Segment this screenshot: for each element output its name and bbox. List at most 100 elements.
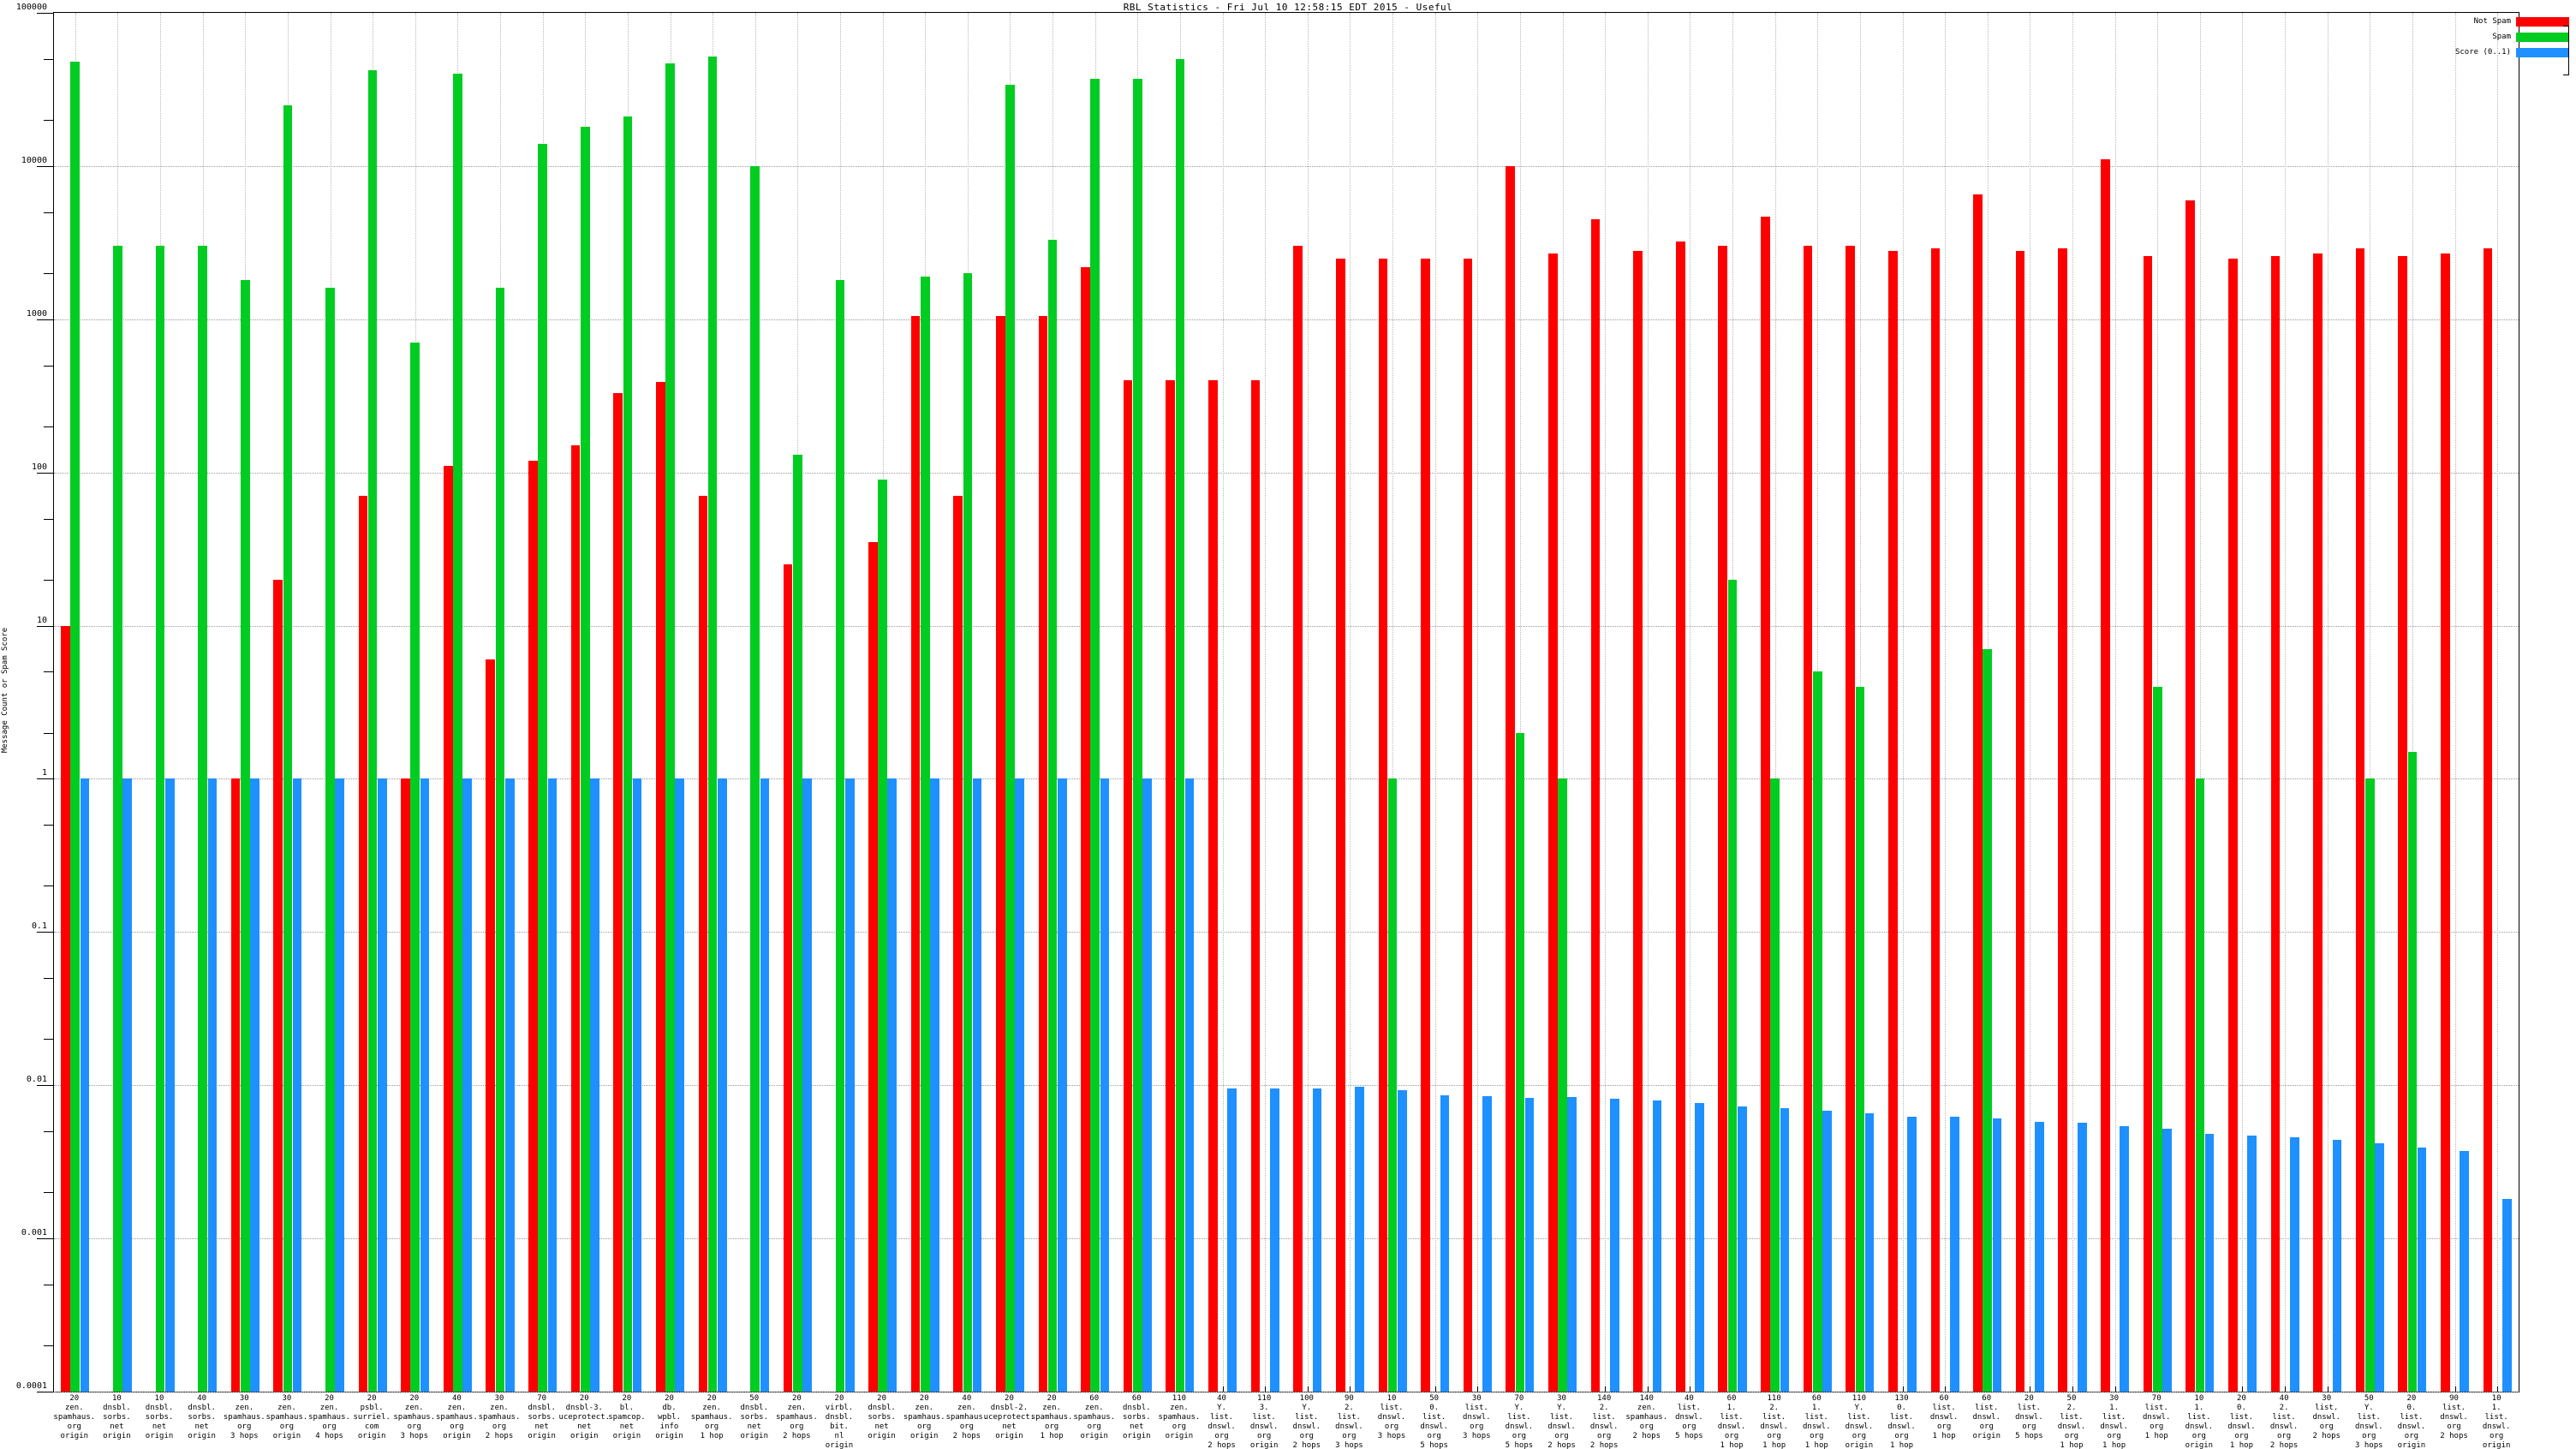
x-axis-label-line: 20: [622, 1394, 632, 1403]
x-axis-label-line: list.: [1252, 1413, 1276, 1422]
x-axis-label: 10 1. list. dnswl. org origin: [2483, 1394, 2511, 1449]
bar-score: [1822, 1111, 1832, 1392]
chart-title: RBL Statistics - Fri Jul 10 12:58:15 EDT…: [1123, 2, 1453, 13]
x-axis-label: 30 Y. list. dnswl. org 2 hops: [1547, 1394, 1576, 1449]
x-axis-label-line: dnswl.: [1802, 1422, 1831, 1431]
legend-item[interactable]: Spam: [2372, 29, 2569, 45]
x-axis-label-line: org: [2319, 1422, 2334, 1431]
x-axis-label-line: 20: [2406, 1394, 2417, 1403]
bar-not-spam: [570, 445, 581, 1392]
x-axis-label-line: org: [492, 1422, 507, 1431]
x-axis-label: 60 1. list. dnswl. org 1 hop: [1803, 1394, 1831, 1449]
bar-not-spam: [995, 315, 1005, 1392]
bar-score: [590, 778, 599, 1392]
x-axis-label: 40 dnsbl. sorbs. net origin: [188, 1394, 216, 1441]
x-axis-label-line: zen.: [1042, 1404, 1061, 1412]
x-axis-label-line: 40: [962, 1394, 972, 1403]
bar-not-spam: [2185, 200, 2195, 1392]
x-axis-label: 70 Y. list. dnswl. org 5 hops: [1506, 1394, 1534, 1449]
x-axis-label: 110 zen. spamhaus. org origin: [1159, 1394, 1201, 1441]
bar-spam: [580, 127, 590, 1392]
x-axis-label-line: 1 hop: [1932, 1432, 1956, 1440]
x-axis-label: 90 list. dnswl. org 2 hops: [2440, 1394, 2468, 1441]
bar-score: [1567, 1096, 1577, 1392]
bar-score: [844, 778, 855, 1392]
x-axis-label-line: org: [1894, 1432, 1909, 1440]
legend-swatch: [2516, 16, 2569, 27]
bar-score: [1057, 778, 1067, 1392]
x-axis-label-line: uceprotect.: [983, 1413, 1035, 1422]
x-axis-label-line: list.: [2102, 1413, 2126, 1422]
bar-score: [462, 778, 472, 1392]
plot-area: 100000 10000 1000 100 10 1 0.1 0.01 0.001 0.0001: [16, 3, 2519, 1392]
legend-item[interactable]: Not Spam: [2372, 14, 2569, 29]
x-axis-label-line: origin: [868, 1432, 896, 1440]
x-axis-label-line: org: [2234, 1432, 2249, 1440]
x-axis-label-line: origin: [995, 1432, 1023, 1440]
x-axis-label-line: 20: [1046, 1394, 1057, 1403]
bar-score: [1270, 1088, 1279, 1392]
x-axis-label-line: 2 hops: [2440, 1432, 2468, 1440]
x-axis-label-line: 20: [665, 1394, 674, 1403]
x-axis-label: 10 dnsbl. sorbs. net origin: [103, 1394, 131, 1441]
x-gridline: [1605, 13, 1607, 1392]
bar-spam: [1558, 778, 1567, 1392]
x-axis-label-line: 20: [367, 1394, 377, 1403]
x-axis-label-line: org: [1724, 1432, 1739, 1440]
x-axis-label-line: origin: [825, 1441, 854, 1449]
x-axis-label: 40 Y. list. dnswl. org 2 hops: [1208, 1394, 1236, 1449]
bar-not-spam: [1506, 165, 1516, 1392]
x-axis-label: 50 0. list. dnswl. org 5 hops: [1420, 1394, 1448, 1449]
bar-score: [1142, 778, 1152, 1392]
x-axis-label: 20 0. list. dnswl. org 1 hop: [2227, 1394, 2256, 1449]
x-axis-label-line: dnsbl.: [825, 1413, 854, 1422]
x-axis-label-line: dnsbl-3.: [565, 1404, 603, 1412]
x-axis-label-line: dnswl.: [1547, 1422, 1576, 1431]
x-axis-label-line: list.: [1380, 1404, 1404, 1412]
x-axis-label-line: 20: [2024, 1394, 2034, 1403]
x-axis-label-line: org: [1172, 1422, 1187, 1431]
bar-not-spam: [1761, 216, 1770, 1392]
y-minor-tick: [44, 1039, 54, 1041]
x-axis-label-line: spamhaus.: [1625, 1413, 1668, 1422]
x-tick: [2114, 1386, 2116, 1392]
legend-label: Not Spam: [2473, 16, 2511, 26]
x-axis-label-line: net: [110, 1422, 124, 1431]
x-axis-label-line: spamhaus.: [690, 1413, 733, 1422]
x-axis-label-line: zen.: [64, 1404, 84, 1412]
x-axis-label-line: org: [322, 1422, 337, 1431]
y-tick: [37, 1085, 54, 1087]
x-axis-label-line: dnswl.: [2355, 1422, 2383, 1431]
x-tick: [1434, 1386, 1436, 1392]
x-tick: [2242, 1386, 2244, 1392]
x-tick: [1945, 1386, 1947, 1392]
x-axis-label-line: 2.: [1599, 1404, 1609, 1412]
bar-spam: [707, 56, 718, 1392]
x-axis-label-line: net: [874, 1422, 889, 1431]
x-axis-label-line: 0.: [2406, 1404, 2417, 1412]
x-axis-label-line: list.: [2060, 1413, 2084, 1422]
x-gridline: [1519, 13, 1521, 1392]
bar-not-spam: [1590, 218, 1601, 1392]
x-axis-label-line: spamhaus.: [1158, 1413, 1201, 1422]
bar-not-spam: [1547, 253, 1558, 1392]
x-axis-label-line: list.: [1295, 1413, 1319, 1422]
x-axis-label-line: 1.: [2109, 1404, 2120, 1412]
x-axis-label-line: spamcop.: [608, 1413, 646, 1422]
bar-not-spam: [273, 579, 283, 1392]
x-axis-label-line: sorbs.: [145, 1413, 174, 1422]
x-axis-label-line: 100: [1299, 1394, 1314, 1403]
x-axis-label-line: 1 hop: [2060, 1441, 2084, 1449]
x-axis-label-line: 10: [111, 1394, 122, 1403]
x-axis-label-line: 1.: [1726, 1404, 1737, 1412]
legend-item[interactable]: Score (0..1): [2372, 45, 2569, 60]
x-axis-label-line: dnswl.: [1760, 1422, 1788, 1431]
legend-label: Spam: [2492, 32, 2511, 41]
x-axis-label-line: 130: [1894, 1394, 1909, 1403]
x-axis-label-line: dnswl.: [1972, 1413, 2001, 1422]
x-axis-label-line: Y.: [1557, 1404, 1566, 1412]
x-axis-label-line: 110: [1257, 1394, 1272, 1403]
y-minor-tick: [44, 365, 54, 367]
x-axis-label: 30 1. list. dnswl. org 1 hop: [2100, 1394, 2128, 1449]
x-axis-label-line: 2 hops: [783, 1432, 811, 1440]
